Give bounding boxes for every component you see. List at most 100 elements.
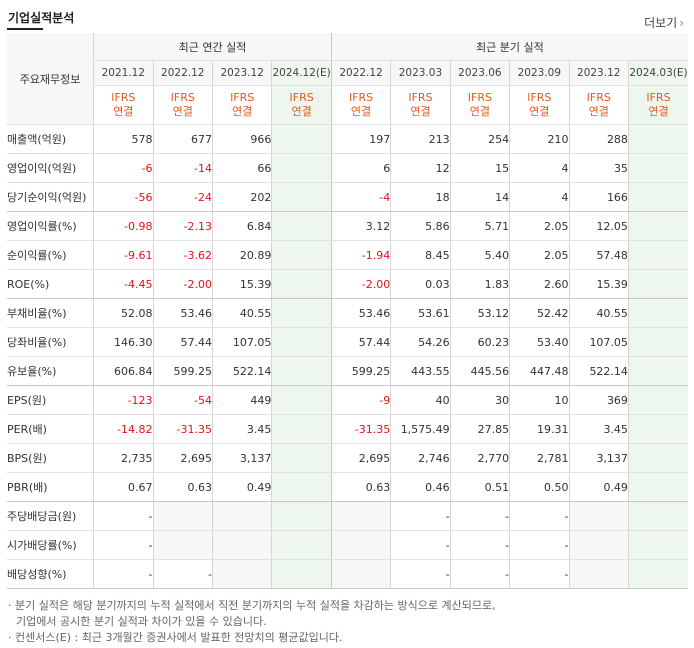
value-cell: 40.55: [211, 298, 272, 328]
footnote-1: · 분기 실적은 해당 분기까지의 누적 실적에서 직전 분기까지의 누적 실적…: [8, 599, 496, 612]
value-cell: 52.42: [509, 298, 570, 328]
value-cell: 606.84: [93, 356, 154, 386]
value-cell: 2,781: [509, 443, 570, 473]
value-cell: -: [509, 530, 570, 560]
value-cell: 19.31: [509, 414, 570, 444]
value-cell: -: [449, 501, 510, 531]
ifrs-badge: IFRS 연결: [152, 85, 213, 125]
value-cell: [627, 443, 688, 473]
value-cell: 3.45: [568, 414, 629, 444]
value-cell: -31.35: [330, 414, 391, 444]
value-cell: -6: [93, 153, 154, 183]
value-cell: 20.89: [211, 240, 272, 270]
value-cell: [627, 472, 688, 502]
ifrs-badge: IFRS 연결: [627, 85, 688, 125]
value-cell: 2.05: [509, 211, 570, 241]
value-cell: -9.61: [93, 240, 154, 270]
period-header: 2024.12(E): [271, 60, 332, 86]
period-header: 2023.12: [211, 60, 272, 86]
row-label: BPS(원): [7, 443, 94, 473]
table-row: PBR(배) 0.67 0.63 0.49 0.63 0.46 0.51 0.50 0.49: [7, 472, 688, 502]
value-cell: [271, 153, 332, 183]
period-header: 2022.12: [330, 60, 391, 86]
row-label: 영업이익률(%): [7, 211, 94, 241]
value-cell: 5.40: [449, 240, 510, 270]
table-row: 매출액(억원) 578 677 966 197 213 254 210 288: [7, 124, 688, 154]
ifrs-badge: IFRS 연결: [330, 85, 391, 125]
value-cell: [330, 501, 391, 531]
value-cell: 5.71: [449, 211, 510, 241]
value-cell: [271, 356, 332, 386]
more-link[interactable]: 더보기 ›: [644, 16, 684, 30]
value-cell: 6.84: [211, 211, 272, 241]
ifrs-label: IFRS: [408, 91, 433, 104]
value-cell: 54.26: [390, 327, 451, 357]
table-row: 순이익률(%) -9.61 -3.62 20.89 -1.94 8.45 5.40 2.05 5…: [7, 240, 688, 270]
row-label: ROE(%): [7, 269, 94, 299]
period-header: 2023.06: [449, 60, 510, 86]
value-cell: 30: [449, 385, 510, 415]
value-cell: [627, 211, 688, 241]
value-cell: 27.85: [449, 414, 510, 444]
value-cell: 254: [449, 124, 510, 154]
section-title: 기업실적분석: [8, 11, 75, 25]
value-cell: -: [93, 501, 154, 531]
value-cell: [271, 414, 332, 444]
quarter-section-header: 최근 분기 실적: [330, 33, 688, 61]
value-cell: -: [93, 559, 154, 589]
value-cell: [271, 298, 332, 328]
value-cell: -: [390, 530, 451, 560]
value-cell: 445.56: [449, 356, 510, 386]
period-header: 2023.03: [390, 60, 451, 86]
row-label: 시가배당률(%): [7, 530, 94, 560]
value-cell: [330, 530, 391, 560]
title-underline: [7, 28, 43, 30]
value-cell: 2,770: [449, 443, 510, 473]
ifrs-label: IFRS: [230, 91, 255, 104]
value-cell: [271, 385, 332, 415]
consolidated-label: 연결: [172, 105, 193, 118]
ifrs-label: IFRS: [111, 91, 136, 104]
consolidated-label: 연결: [350, 105, 372, 118]
value-cell: [627, 530, 688, 560]
row-label: 배당성향(%): [7, 559, 94, 589]
value-cell: [627, 385, 688, 415]
value-cell: 447.48: [509, 356, 570, 386]
consolidated-label: 연결: [232, 105, 253, 118]
value-cell: [627, 269, 688, 299]
value-cell: [568, 530, 629, 560]
financial-table: 주요재무정보 최근 연간 실적 최근 분기 실적 2021.12 2022.12 2023…: [7, 33, 688, 589]
ifrs-label: IFRS: [527, 91, 552, 104]
value-cell: 2,695: [330, 443, 391, 473]
value-cell: 0.51: [449, 472, 510, 502]
table-row: PER(배) -14.82 -31.35 3.45 -31.35 1,575.49 27.8…: [7, 414, 688, 444]
table-row: EPS(원) -123 -54 449 -9 40 30 10 369: [7, 385, 688, 415]
value-cell: 35: [568, 153, 629, 183]
value-cell: -: [390, 501, 451, 531]
value-cell: [271, 501, 332, 531]
value-cell: 53.46: [330, 298, 391, 328]
value-cell: -1.94: [330, 240, 391, 270]
value-cell: 57.48: [568, 240, 629, 270]
value-cell: -14: [152, 153, 213, 183]
value-cell: 146.30: [93, 327, 154, 357]
value-cell: 2,746: [390, 443, 451, 473]
value-cell: 40.55: [568, 298, 629, 328]
value-cell: 15.39: [211, 269, 272, 299]
consolidated-label: 연결: [648, 105, 669, 118]
value-cell: 8.45: [390, 240, 451, 270]
value-cell: [627, 298, 688, 328]
value-cell: 53.61: [390, 298, 451, 328]
value-cell: 369: [568, 385, 629, 415]
value-cell: [271, 124, 332, 154]
value-cell: 53.40: [509, 327, 570, 357]
value-cell: 1.83: [449, 269, 510, 299]
chevron-right-icon: ›: [679, 16, 684, 30]
row-label: 유보율(%): [7, 356, 94, 386]
value-cell: -3.62: [152, 240, 213, 270]
value-cell: 288: [568, 124, 629, 154]
value-cell: -: [152, 559, 213, 589]
row-label: 주당배당금(원): [7, 501, 94, 531]
value-cell: -9: [330, 385, 391, 415]
value-cell: -24: [152, 182, 213, 212]
